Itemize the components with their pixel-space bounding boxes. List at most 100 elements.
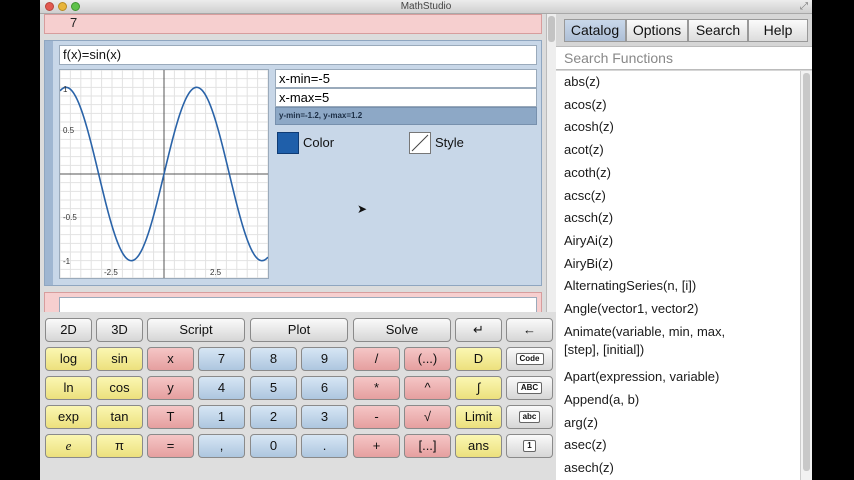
cell-marker: [45, 41, 53, 285]
tab-help[interactable]: Help: [748, 19, 808, 42]
key-backspace[interactable]: ←: [506, 318, 553, 342]
key-limit[interactable]: Limit: [455, 405, 502, 429]
key-uppercase-label: ABC: [516, 382, 543, 394]
key-power[interactable]: ^: [404, 376, 451, 400]
fullscreen-icon[interactable]: ⤢: [800, 1, 808, 12]
key-comma[interactable]: ,: [198, 434, 245, 458]
key-cos[interactable]: cos: [96, 376, 143, 400]
key-numeric[interactable]: 1: [506, 434, 553, 458]
key-solve[interactable]: Solve: [353, 318, 451, 342]
key-1[interactable]: 1: [198, 405, 245, 429]
key-exp[interactable]: exp: [45, 405, 92, 429]
key-ln[interactable]: ln: [45, 376, 92, 400]
y-tick-label: 0.5: [63, 126, 75, 135]
key-lowercase[interactable]: abc: [506, 405, 553, 429]
key-3[interactable]: 3: [301, 405, 348, 429]
key-multiply[interactable]: *: [353, 376, 400, 400]
tab-options[interactable]: Options: [626, 19, 688, 42]
key-3d[interactable]: 3D: [96, 318, 143, 342]
catalog-item[interactable]: abs(z): [564, 74, 601, 89]
key-equals[interactable]: =: [147, 434, 194, 458]
mouse-pointer-icon: ➤: [357, 202, 368, 216]
key-enter[interactable]: ↵: [455, 318, 502, 342]
key-y[interactable]: y: [147, 376, 194, 400]
close-window-button[interactable]: [45, 2, 54, 11]
catalog-item[interactable]: acsc(z): [564, 188, 606, 203]
key-2[interactable]: 2: [250, 405, 297, 429]
catalog-item[interactable]: AlternatingSeries(n, [i]): [564, 278, 697, 293]
key-e[interactable]: e: [45, 434, 92, 458]
color-label: Color: [303, 135, 335, 150]
key-7[interactable]: 7: [198, 347, 245, 371]
key-t[interactable]: T: [147, 405, 194, 429]
y-range-field[interactable]: y-min=-1.2, y-max=1.2: [275, 107, 537, 125]
key-minus[interactable]: -: [353, 405, 400, 429]
key-9[interactable]: 9: [301, 347, 348, 371]
key-parentheses[interactable]: (...): [404, 347, 451, 371]
plot-cell[interactable]: f(x)=sin(x) 1 0.5 -0.5 -1 -2.5 2.5 x-min…: [44, 40, 542, 286]
catalog-item[interactable]: AiryBi(z): [564, 256, 614, 271]
catalog-item[interactable]: AiryAi(z): [564, 233, 614, 248]
notebook-scroll-thumb[interactable]: [548, 16, 555, 42]
key-pi[interactable]: π: [96, 434, 143, 458]
function-catalog-list: abs(z) acos(z) acosh(z) acot(z) acoth(z)…: [556, 71, 800, 480]
search-functions-input[interactable]: Search Functions: [556, 46, 812, 70]
app-window: MathStudio ⤢ 7 f(x)=sin(x) 1 0.5 -0.5 -1…: [40, 0, 812, 480]
key-code-label: Code: [515, 353, 544, 365]
minimize-window-button[interactable]: [58, 2, 67, 11]
x-max-field[interactable]: x-max=5: [275, 88, 537, 107]
window-title: MathStudio: [400, 1, 452, 12]
color-swatch-button[interactable]: [277, 132, 299, 154]
key-uppercase[interactable]: ABC: [506, 376, 553, 400]
key-6[interactable]: 6: [301, 376, 348, 400]
catalog-item[interactable]: acot(z): [564, 142, 604, 157]
key-tan[interactable]: tan: [96, 405, 143, 429]
catalog-item[interactable]: acoth(z): [564, 165, 611, 180]
previous-output-cell[interactable]: 7: [44, 14, 542, 34]
catalog-item[interactable]: acosh(z): [564, 119, 614, 134]
catalog-item[interactable]: acsch(z): [564, 210, 614, 225]
key-divide[interactable]: /: [353, 347, 400, 371]
style-swatch-button[interactable]: [409, 132, 431, 154]
key-script[interactable]: Script: [147, 318, 245, 342]
key-code[interactable]: Code: [506, 347, 553, 371]
key-plus[interactable]: +: [353, 434, 400, 458]
catalog-scrollbar[interactable]: [800, 71, 812, 480]
catalog-item[interactable]: acos(z): [564, 97, 607, 112]
y-tick-label: -1: [63, 257, 71, 266]
notebook-scrollbar[interactable]: [546, 14, 556, 320]
catalog-item[interactable]: asech(z): [564, 460, 614, 475]
x-min-field[interactable]: x-min=-5: [275, 69, 537, 88]
key-sqrt[interactable]: √: [404, 405, 451, 429]
catalog-scroll-thumb[interactable]: [803, 73, 810, 471]
key-sin[interactable]: sin: [96, 347, 143, 371]
key-integral[interactable]: ∫: [455, 376, 502, 400]
key-brackets[interactable]: [...]: [404, 434, 451, 458]
key-plot[interactable]: Plot: [250, 318, 348, 342]
tab-search[interactable]: Search: [688, 19, 748, 42]
key-derivative[interactable]: D: [455, 347, 502, 371]
catalog-item[interactable]: asec(z): [564, 437, 607, 452]
key-5[interactable]: 5: [250, 376, 297, 400]
key-0[interactable]: 0: [250, 434, 297, 458]
graph-svg: 1 0.5 -0.5 -1 -2.5 2.5: [59, 69, 269, 279]
catalog-item-continued[interactable]: [step], [initial]): [564, 342, 645, 357]
zoom-window-button[interactable]: [71, 2, 80, 11]
tab-catalog[interactable]: Catalog: [564, 19, 626, 42]
function-graph[interactable]: 1 0.5 -0.5 -1 -2.5 2.5: [59, 69, 269, 279]
catalog-item[interactable]: Angle(vector1, vector2): [564, 301, 699, 316]
catalog-item[interactable]: Append(a, b): [564, 392, 640, 407]
key-2d[interactable]: 2D: [45, 318, 92, 342]
key-log[interactable]: log: [45, 347, 92, 371]
key-4[interactable]: 4: [198, 376, 245, 400]
key-x[interactable]: x: [147, 347, 194, 371]
line-style-icon: [411, 134, 429, 152]
key-ans[interactable]: ans: [455, 434, 502, 458]
key-8[interactable]: 8: [250, 347, 297, 371]
catalog-item[interactable]: arg(z): [564, 415, 598, 430]
function-input[interactable]: f(x)=sin(x): [59, 45, 537, 65]
catalog-item[interactable]: Apart(expression, variable): [564, 369, 720, 384]
keypad: 2D 3D Script Plot Solve ↵ ← log sin x 7 …: [40, 312, 556, 480]
catalog-item[interactable]: Animate(variable, min, max,: [564, 324, 726, 339]
key-decimal[interactable]: .: [301, 434, 348, 458]
